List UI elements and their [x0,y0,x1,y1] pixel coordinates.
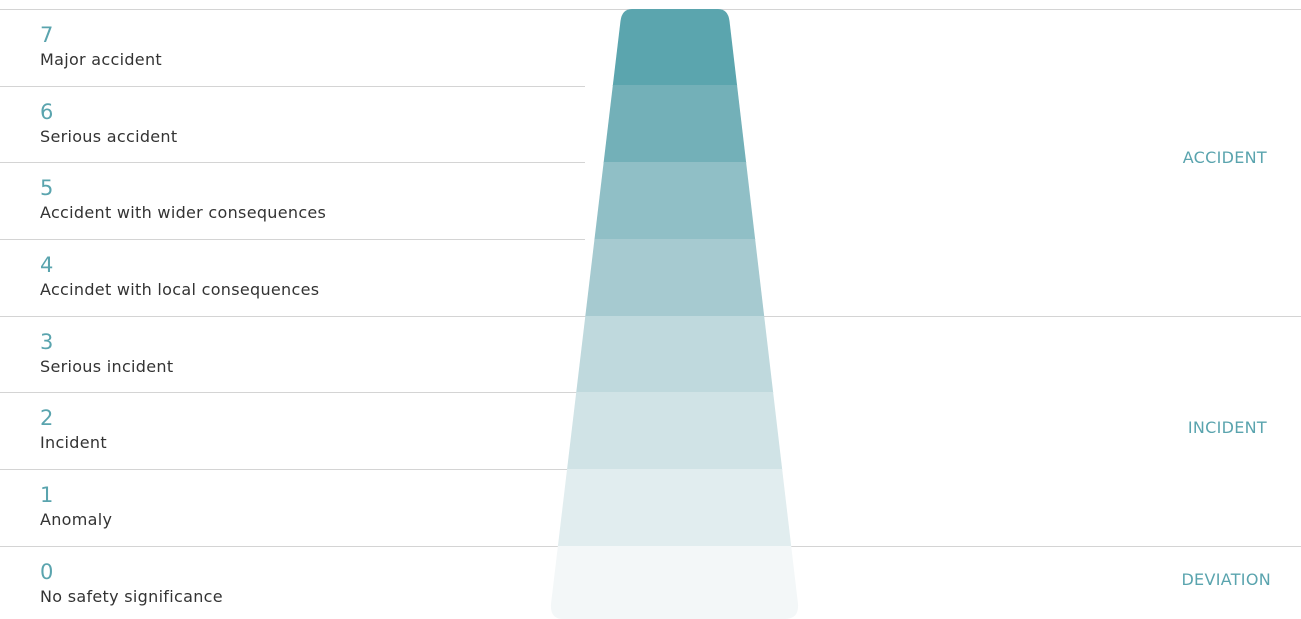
separator-5-4 [0,239,585,240]
level-5-label: Accident with wider consequences [40,203,327,222]
funnel-band-5 [550,162,799,240]
level-1: 1 Anomaly [40,482,520,530]
level-6: 6 Serious accident [40,99,520,147]
category-deviation: DEVIATION [1181,570,1271,589]
level-1-label: Anomaly [40,510,113,529]
separator-3-2 [0,392,585,393]
level-2-label: Incident [40,433,107,452]
funnel-band-4 [550,239,799,317]
level-0-number: 0 [40,560,54,584]
funnel-band-6 [550,85,799,163]
level-3-label: Serious incident [40,357,174,376]
funnel-band-0 [550,546,799,619]
funnel-band-3 [550,316,799,393]
category-accident: ACCIDENT [1182,148,1267,167]
level-6-number: 6 [40,100,54,124]
level-4-label: Accindet with local consequences [40,280,320,299]
level-2: 2 Incident [40,405,520,453]
level-1-number: 1 [40,483,54,507]
level-5: 5 Accident with wider consequences [40,175,520,223]
level-5-number: 5 [40,176,54,200]
level-4-number: 4 [40,253,54,277]
level-3: 3 Serious incident [40,329,520,377]
level-7-label: Major accident [40,50,162,69]
level-7: 7 Major accident [40,22,520,70]
level-7-number: 7 [40,23,54,47]
funnel-band-2 [550,392,799,470]
level-4: 4 Accindet with local consequences [40,252,520,300]
separator-6-5 [0,162,585,163]
separator-2-1 [0,469,585,470]
level-0-label: No safety significance [40,587,223,606]
level-0: 0 No safety significance [40,559,520,607]
separator-7-6 [0,86,585,87]
level-2-number: 2 [40,406,54,430]
funnel-band-1 [550,469,799,547]
category-incident: INCIDENT [1187,418,1267,437]
level-3-number: 3 [40,330,54,354]
funnel-band-7 [550,9,799,86]
level-6-label: Serious accident [40,127,178,146]
